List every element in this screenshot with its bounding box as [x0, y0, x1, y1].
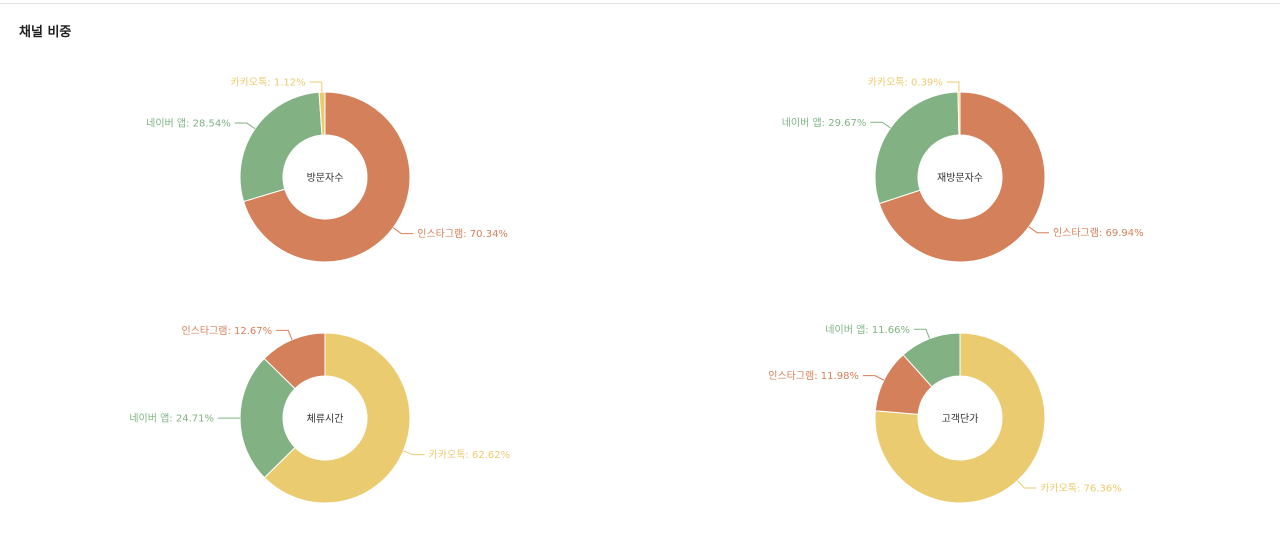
leader-line-네이버-앱	[913, 328, 931, 339]
leader-line-네이버-앱	[870, 121, 891, 129]
slice-label-네이버-앱: 네이버 앱: 28.54%	[146, 118, 231, 130]
slice-label-카카오톡: 카카오톡: 1.12%	[231, 77, 306, 89]
slice-label-네이버-앱: 네이버 앱: 24.71%	[129, 413, 214, 425]
leader-line-인스타그램	[276, 329, 293, 340]
leader-line-카카오톡	[309, 81, 323, 93]
slice-카카오톡[interactable]	[318, 91, 326, 136]
leader-line-인스타그램	[1028, 226, 1049, 234]
leader-line-인스타그램	[392, 227, 414, 235]
slice-label-카카오톡: 카카오톡: 62.62%	[429, 449, 510, 461]
slice-인스타그램[interactable]	[263, 332, 326, 390]
slice-네이버-앱[interactable]	[239, 357, 296, 479]
slice-카카오톡[interactable]	[263, 332, 411, 504]
donut-chart-4: 카카오톡: 76.36% 인스타그램: 11.98% 네이버 앱: 11.66% 고객…	[768, 324, 1122, 504]
slice-카카오톡[interactable]	[874, 332, 1046, 504]
leader-line-카카오톡	[403, 450, 425, 456]
leader-line-카카오톡	[1017, 480, 1037, 489]
slice-label-인스타그램: 인스타그램: 12.67%	[181, 325, 272, 337]
slice-네이버-앱[interactable]	[902, 332, 961, 388]
slice-label-인스타그램: 인스타그램: 70.34%	[417, 228, 508, 240]
section-title: 채널 비중	[19, 25, 72, 40]
slice-네이버-앱[interactable]	[874, 91, 960, 205]
center-label: 고객단가	[942, 413, 979, 425]
slice-카카오톡[interactable]	[957, 91, 961, 136]
center-label: 방문자수	[307, 172, 344, 184]
slice-label-인스타그램: 인스타그램: 69.94%	[1053, 227, 1144, 239]
top-divider	[0, 3, 1280, 4]
leader-line-카카오톡	[946, 81, 960, 93]
donut-chart-1: 인스타그램: 70.34% 네이버 앱: 28.54% 카카오톡: 1.12% 방문자…	[146, 77, 508, 263]
slice-인스타그램[interactable]	[242, 91, 411, 263]
slice-label-인스타그램: 인스타그램: 11.98%	[768, 370, 859, 382]
slice-label-네이버-앱: 네이버 앱: 29.67%	[782, 117, 867, 129]
center-label: 체류시간	[307, 413, 344, 425]
slice-label-카카오톡: 카카오톡: 76.36%	[1040, 482, 1121, 494]
donut-chart-3: 카카오톡: 62.62% 네이버 앱: 24.71% 인스타그램: 12.67% 체류…	[129, 325, 510, 504]
leader-line-인스타그램	[862, 375, 885, 381]
slice-label-네이버-앱: 네이버 앱: 11.66%	[825, 324, 910, 336]
center-label: 재방문자수	[937, 172, 983, 184]
slice-네이버-앱[interactable]	[239, 91, 323, 203]
slice-인스타그램[interactable]	[878, 91, 1046, 263]
donut-chart-2: 인스타그램: 69.94% 네이버 앱: 29.67% 카카오톡: 0.39% 재방문…	[782, 77, 1144, 263]
slice-label-카카오톡: 카카오톡: 0.39%	[868, 77, 943, 89]
leader-line-네이버-앱	[234, 122, 256, 130]
